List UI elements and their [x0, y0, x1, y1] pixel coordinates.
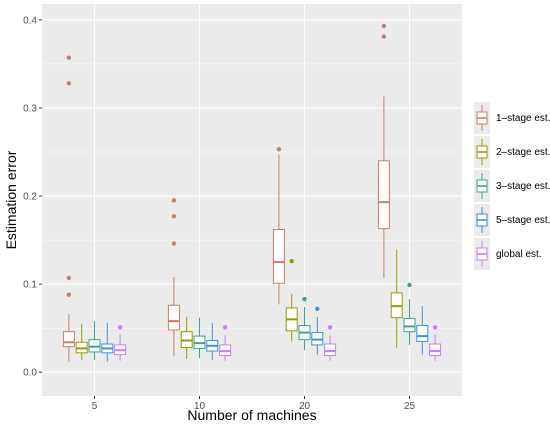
box-body — [272, 229, 285, 284]
box-body — [429, 343, 442, 356]
y-tick-label: 0.2 — [23, 192, 37, 203]
box-1-1 — [180, 316, 193, 360]
box-0-3 — [377, 23, 390, 278]
box-3-1 — [206, 322, 219, 360]
outlier-point — [432, 325, 438, 330]
box-4-3 — [429, 325, 442, 361]
x-tick-label: 25 — [404, 401, 416, 412]
box-2-1 — [193, 317, 206, 359]
x-axis-ticks: 5 10 20 25 — [92, 396, 416, 412]
box-4-2 — [324, 325, 337, 361]
legend: 1–stage est. 2–stage est. 3–stage est. 5–st… — [472, 100, 550, 274]
outlier-point — [302, 296, 307, 302]
outlier-point — [66, 81, 72, 86]
box-0-1 — [167, 198, 180, 357]
box-body — [416, 325, 429, 342]
box-4-0 — [114, 325, 127, 361]
outlier-point — [381, 23, 387, 29]
box-2-2 — [298, 296, 311, 351]
legend-item-4: global est. — [474, 238, 542, 270]
y-tick-label: 0.3 — [23, 103, 37, 114]
y-axis-title: Estimation error — [3, 150, 19, 249]
legend-item-1: 2–stage est. — [474, 136, 550, 168]
outlier-point — [171, 214, 177, 219]
box-2-0 — [88, 321, 101, 360]
outlier-point — [407, 282, 412, 288]
outlier-point — [381, 34, 387, 39]
y-tick-label: 0.1 — [23, 280, 37, 291]
outlier-point — [66, 275, 72, 281]
box-body — [324, 343, 337, 356]
box-3-3 — [416, 306, 429, 355]
outlier-point — [327, 325, 333, 330]
outlier-point — [289, 259, 294, 264]
y-tick-label: 0.0 — [23, 368, 37, 379]
plot-panel — [42, 4, 462, 396]
box-1-2 — [285, 259, 298, 342]
outlier-point — [66, 55, 72, 60]
legend-item-2: 3–stage est. — [474, 170, 550, 202]
legend-item-0: 1–stage est. — [474, 102, 550, 134]
x-tick-label: 20 — [299, 401, 311, 412]
outlier-point — [276, 147, 282, 152]
box-0-0 — [62, 55, 75, 362]
box-body — [62, 331, 75, 348]
legend-label: 5–stage est. — [496, 215, 550, 226]
y-axis-ticks: 0.0 0.1 0.2 0.3 0.4 — [23, 15, 42, 379]
box-3-0 — [101, 322, 114, 362]
box-1-0 — [75, 323, 88, 360]
x-tick-label: 10 — [194, 401, 206, 412]
box-0-2 — [272, 147, 285, 305]
x-tick-label: 5 — [92, 401, 98, 412]
box-body — [377, 160, 390, 230]
box-4-1 — [219, 325, 232, 361]
box-1-3 — [390, 249, 403, 348]
legend-item-3: 5–stage est. — [474, 204, 550, 236]
outlier-point — [222, 325, 228, 330]
outlier-point — [315, 306, 320, 311]
outlier-point — [117, 325, 123, 330]
y-tick-label: 0.4 — [23, 15, 37, 26]
legend-label: global est. — [496, 249, 542, 260]
legend-label: 3–stage est. — [496, 181, 550, 192]
outlier-point — [171, 241, 177, 246]
legend-label: 2–stage est. — [496, 147, 550, 158]
box-2-3 — [403, 282, 416, 345]
outlier-point — [66, 292, 72, 297]
outlier-point — [171, 198, 177, 203]
box-3-2 — [311, 306, 324, 355]
box-body — [167, 304, 180, 331]
box-groups — [62, 23, 442, 362]
legend-label: 1–stage est. — [496, 113, 550, 124]
box-body — [403, 317, 416, 333]
x-axis-title: Number of machines — [187, 407, 316, 423]
